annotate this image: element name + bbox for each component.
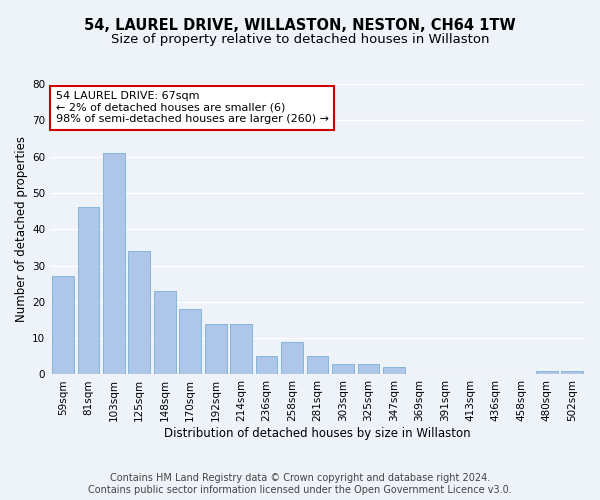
X-axis label: Distribution of detached houses by size in Willaston: Distribution of detached houses by size … — [164, 427, 471, 440]
Bar — [383, 367, 405, 374]
Bar — [179, 309, 201, 374]
Bar — [332, 364, 354, 374]
Text: 54, LAUREL DRIVE, WILLASTON, NESTON, CH64 1TW: 54, LAUREL DRIVE, WILLASTON, NESTON, CH6… — [84, 18, 516, 32]
Text: Contains HM Land Registry data © Crown copyright and database right 2024.
Contai: Contains HM Land Registry data © Crown c… — [88, 474, 512, 495]
Text: Size of property relative to detached houses in Willaston: Size of property relative to detached ho… — [111, 32, 489, 46]
Bar — [205, 324, 227, 374]
Y-axis label: Number of detached properties: Number of detached properties — [15, 136, 28, 322]
Bar — [307, 356, 328, 374]
Bar — [230, 324, 252, 374]
Text: 54 LAUREL DRIVE: 67sqm
← 2% of detached houses are smaller (6)
98% of semi-detac: 54 LAUREL DRIVE: 67sqm ← 2% of detached … — [56, 92, 329, 124]
Bar — [256, 356, 277, 374]
Bar — [281, 342, 303, 374]
Bar — [154, 291, 176, 374]
Bar — [562, 371, 583, 374]
Bar — [128, 251, 150, 374]
Bar — [52, 276, 74, 374]
Bar — [77, 208, 99, 374]
Bar — [358, 364, 379, 374]
Bar — [536, 371, 557, 374]
Bar — [103, 153, 125, 374]
